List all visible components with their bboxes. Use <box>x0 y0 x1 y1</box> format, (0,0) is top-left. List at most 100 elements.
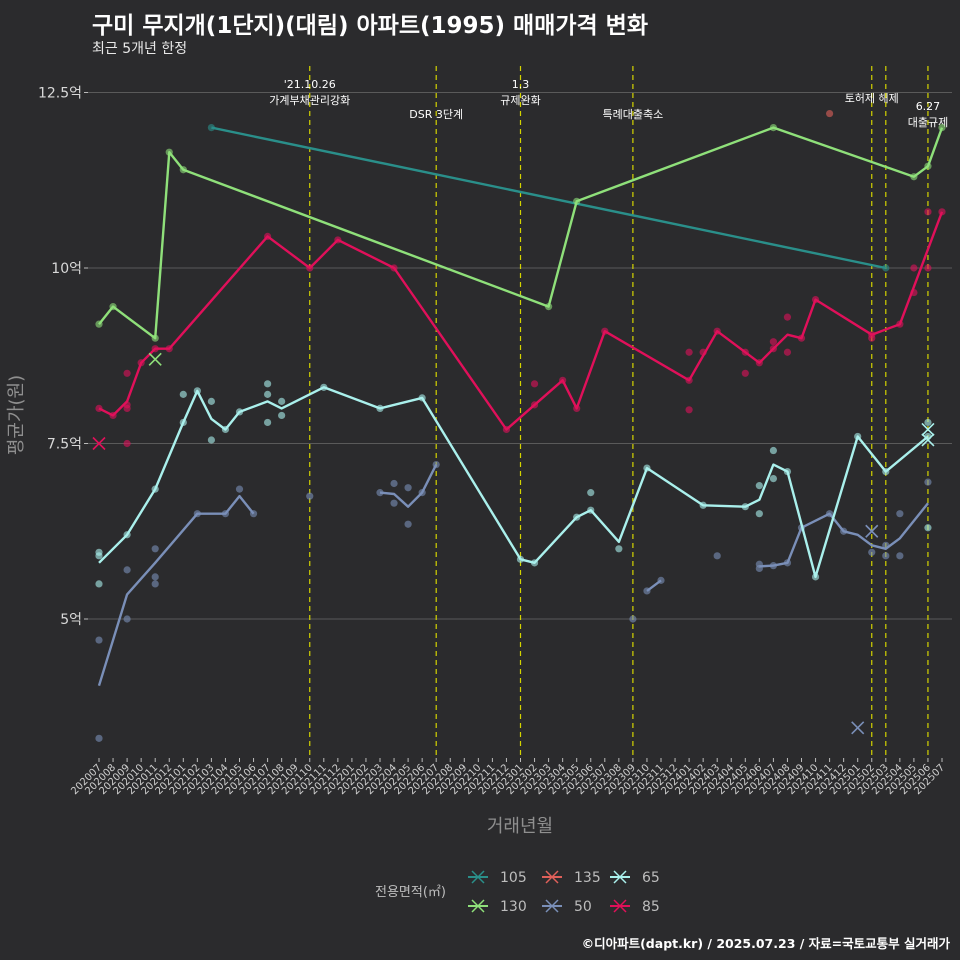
data-point-65 <box>755 482 763 490</box>
legend: 전용면적(㎡) 105 135 65 130 50 85 <box>375 870 660 915</box>
cancelled-mark-85 <box>92 436 106 451</box>
series-105 <box>207 124 890 272</box>
legend-label-130: 130 <box>500 899 527 915</box>
data-point-65 <box>924 524 932 532</box>
data-point-50 <box>235 485 244 493</box>
cancelled-mark-130 <box>148 352 162 366</box>
data-point-85 <box>910 264 918 272</box>
data-point-65 <box>264 418 272 427</box>
data-point-135 <box>826 109 834 118</box>
series-50 <box>95 460 932 742</box>
event-label: '21.10.26 가계부채관리강화 <box>269 78 350 107</box>
series-130 <box>95 124 946 366</box>
data-point-50 <box>404 520 412 528</box>
event-label-line: '21.10.26 <box>284 78 336 91</box>
footer-credit: ©디아파트(dapt.kr) / 2025.07.23 / 자료=국토교통부 실… <box>581 936 950 951</box>
series-65 <box>95 380 935 588</box>
event-label: 토허제 해제 <box>845 91 899 105</box>
data-point-50 <box>95 734 103 742</box>
data-point-50 <box>123 566 131 574</box>
data-point-50 <box>123 615 131 623</box>
data-point-85 <box>123 404 131 412</box>
legend-key-x-50 <box>545 899 559 913</box>
y-tick-label: 10억 <box>51 261 82 277</box>
series-line-105 <box>211 126 887 270</box>
data-point-50 <box>390 479 398 488</box>
y-tick-label: 5억 <box>60 612 82 628</box>
legend-label-105: 105 <box>500 870 527 886</box>
y-tick-label: 12.5억 <box>38 86 82 102</box>
data-point-85 <box>741 369 749 377</box>
event-label: 특례대출축소 <box>603 108 664 121</box>
data-point-50 <box>151 545 159 553</box>
data-point-65 <box>278 411 286 420</box>
x-axis-label: 거래년월 <box>487 816 553 837</box>
data-point-85 <box>783 348 792 356</box>
data-point-85 <box>530 380 539 388</box>
series-line-50 <box>97 494 255 687</box>
y-tick-label: 7.5억 <box>47 437 82 453</box>
cancelled-mark-50 <box>851 721 865 735</box>
data-point-50 <box>151 580 159 588</box>
chart-subtitle: 최근 5개년 한정 <box>92 41 188 57</box>
series-line-50 <box>646 579 662 592</box>
data-point-65 <box>924 418 932 427</box>
data-point-50 <box>629 615 637 623</box>
data-point-65 <box>95 580 103 588</box>
event-label: DSR 3단계 <box>409 108 463 121</box>
legend-key-x-105 <box>471 870 485 884</box>
event-label-line: DSR 3단계 <box>409 108 463 121</box>
data-point-65 <box>95 552 103 560</box>
data-point-105 <box>882 264 890 272</box>
data-point-65 <box>755 510 763 518</box>
data-point-50 <box>95 636 103 644</box>
legend-key-x-65 <box>613 870 627 884</box>
chart-title: 구미 무지개(1단지)(대림) 아파트(1995) 매매가격 변화 <box>92 13 648 39</box>
series-line-85 <box>98 211 944 431</box>
y-axis-label: 평균가(원) <box>6 375 27 455</box>
legend-key-x-130 <box>471 899 485 913</box>
data-point-50 <box>390 499 398 507</box>
data-point-65 <box>278 397 286 405</box>
series-line-65 <box>98 386 929 579</box>
event-label: 1.3 규제완화 <box>500 78 540 107</box>
data-point-65 <box>179 390 187 398</box>
data-point-50 <box>151 573 159 581</box>
data-point-50 <box>896 552 904 560</box>
data-point-65 <box>769 446 778 455</box>
cancelled-mark-65 <box>921 422 935 437</box>
data-point-50 <box>404 484 412 492</box>
series-135 <box>826 109 834 118</box>
event-label-line: 6.27 <box>916 100 941 113</box>
series-line-130 <box>98 126 944 340</box>
data-point-50 <box>896 510 904 518</box>
data-point-85 <box>783 313 792 321</box>
event-label: 6.27 대출규제 <box>908 100 948 129</box>
event-label-line: 대출규제 <box>908 116 948 129</box>
data-point-85 <box>924 208 932 216</box>
legend-label-135: 135 <box>574 870 601 886</box>
data-point-50 <box>306 492 314 500</box>
legend-title: 전용면적(㎡) <box>375 885 446 900</box>
data-point-50 <box>713 552 721 560</box>
data-point-85 <box>924 264 932 272</box>
data-point-65 <box>264 390 272 398</box>
event-label-line: 규제완화 <box>500 94 540 107</box>
data-point-65 <box>587 489 595 497</box>
x-axis-ticks: 2020072020082020092020102020112020122021… <box>69 758 947 797</box>
event-label-line: 특례대출축소 <box>603 108 664 121</box>
data-point-65 <box>615 545 623 553</box>
data-point-85 <box>685 406 693 414</box>
cancelled-mark-50 <box>865 524 879 538</box>
legend-key-x-85 <box>613 899 627 913</box>
data-point-85 <box>123 369 131 377</box>
data-point-65 <box>207 397 215 405</box>
event-label-line: 1.3 <box>512 78 530 91</box>
legend-label-65: 65 <box>642 870 660 886</box>
data-point-85 <box>769 338 778 346</box>
data-point-65 <box>769 475 778 483</box>
cancelled-mark-65 <box>921 433 935 447</box>
series-line-50 <box>759 502 929 568</box>
data-point-50 <box>924 478 932 486</box>
